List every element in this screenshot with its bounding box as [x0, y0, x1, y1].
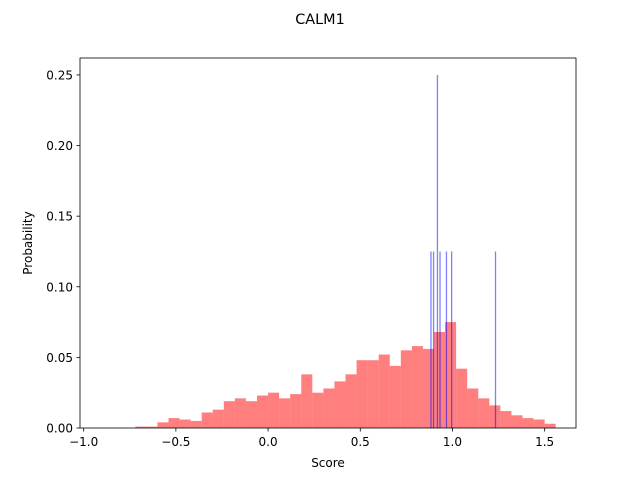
- series-red-bar-1: [146, 426, 158, 428]
- series-red-bar-18: [334, 381, 346, 428]
- series-red-bar-4: [179, 419, 191, 428]
- series-red-bar-9: [234, 398, 246, 428]
- series-blue-bar-0: [430, 251, 432, 428]
- x-tick-label: −0.5: [161, 435, 190, 449]
- series-red-bar-15: [301, 374, 313, 428]
- y-tick-label: 0.15: [46, 210, 73, 224]
- series-red-bar-6: [201, 412, 213, 428]
- series-red-bar-10: [245, 401, 258, 428]
- series-blue-bar-5: [450, 251, 453, 428]
- series-red-bar-24: [400, 350, 412, 428]
- series-red-bar-0: [135, 426, 147, 428]
- chart-title: CALM1: [295, 12, 344, 28]
- series-red-bar-5: [190, 420, 202, 428]
- series-red-bar-14: [290, 394, 302, 428]
- y-tick-label: 0.25: [46, 68, 73, 82]
- series-red-bar-33: [500, 411, 512, 428]
- series-red-bar-23: [389, 365, 401, 428]
- series-blue-bar-4: [445, 251, 448, 428]
- series-red-bar-31: [478, 398, 490, 428]
- series-red-bar-8: [223, 401, 235, 428]
- series-red-bar-2: [157, 422, 169, 428]
- series-red-bar-20: [356, 360, 368, 428]
- y-axis-label: Probability: [21, 211, 35, 274]
- x-tick-label: 0.5: [351, 435, 370, 449]
- x-axis: −1.0 −0.5 0.0 0.5 1.0 1.5: [69, 428, 554, 449]
- x-tick-label: 1.5: [535, 435, 554, 449]
- series-red-bar-7: [212, 409, 224, 428]
- x-axis-label: Score: [311, 456, 345, 470]
- series-red-bar-13: [279, 398, 291, 428]
- series-blue-bar-6: [494, 251, 497, 428]
- series-red-bar-28: [445, 322, 457, 428]
- plot-frame: [79, 57, 577, 429]
- series-red-bar-37: [544, 423, 556, 428]
- y-tick-label: 0.00: [46, 422, 73, 436]
- series-red-bar-25: [411, 346, 423, 428]
- y-axis: 0.00 0.05 0.10 0.15 0.20 0.25: [46, 68, 80, 436]
- series-red-bar-3: [168, 418, 180, 428]
- series-blue-bars: [430, 74, 497, 428]
- series-red-bar-19: [345, 374, 357, 428]
- y-tick-label: 0.05: [46, 351, 73, 365]
- series-red-bar-34: [511, 415, 523, 428]
- series-red-bar-16: [312, 392, 324, 428]
- x-tick-label: 1.0: [443, 435, 462, 449]
- series-red-bar-11: [257, 395, 269, 428]
- series-red-bar-29: [456, 368, 468, 428]
- plot-area: [80, 58, 576, 428]
- series-blue-bar-3: [439, 251, 441, 428]
- series-red-bar-22: [378, 354, 390, 428]
- x-tick-label: −1.0: [69, 435, 98, 449]
- series-red-bar-21: [367, 360, 379, 428]
- series-red-bar-17: [323, 388, 335, 428]
- series-red-bar-26: [422, 348, 435, 428]
- series-red-bar-36: [533, 419, 545, 428]
- x-tick-label: 0.0: [259, 435, 278, 449]
- series-red-bar-30: [467, 388, 479, 428]
- series-red-bar-35: [522, 418, 534, 428]
- series-blue-bar-1: [432, 251, 435, 428]
- y-tick-label: 0.10: [46, 280, 73, 294]
- series-red-bar-12: [268, 392, 280, 428]
- series-blue-bar-2: [436, 74, 439, 428]
- y-tick-label: 0.20: [46, 139, 73, 153]
